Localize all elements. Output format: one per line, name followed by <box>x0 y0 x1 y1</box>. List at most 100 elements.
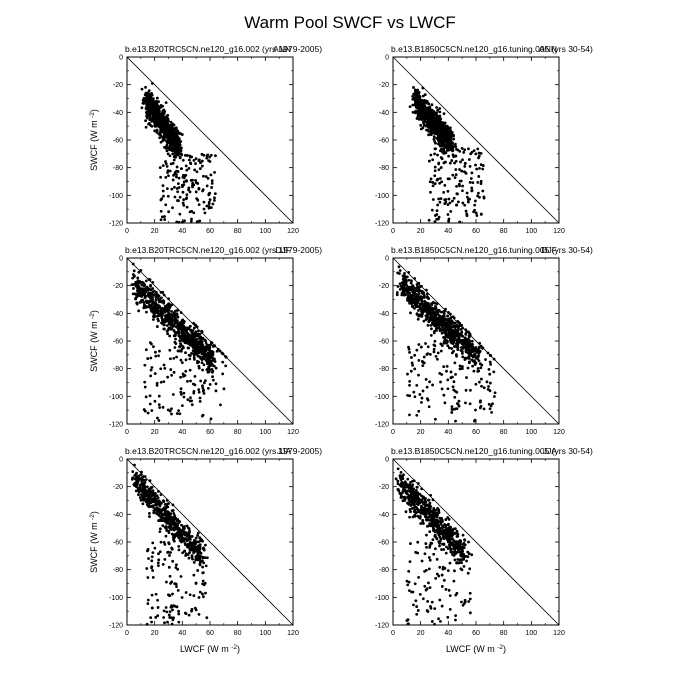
scatter-point <box>466 198 470 202</box>
scatter-point <box>150 99 153 103</box>
scatter-point <box>159 296 163 300</box>
x-tick-label: 0 <box>125 630 129 637</box>
scatter-point <box>480 363 484 367</box>
scatter-point <box>438 177 442 180</box>
scatter-point <box>416 88 419 92</box>
scatter-point <box>158 550 162 554</box>
scatter-point <box>464 401 467 405</box>
scatter-point <box>446 314 450 318</box>
scatter-point <box>149 104 152 108</box>
scatter-point <box>159 380 163 384</box>
scatter-point <box>450 405 454 408</box>
scatter-point <box>154 298 158 302</box>
scatter-point <box>137 270 141 274</box>
scatter-point <box>163 519 167 523</box>
scatter-point <box>430 327 433 331</box>
scatter-point <box>170 407 173 411</box>
scatter-point <box>221 372 225 376</box>
scatter-point <box>208 382 212 386</box>
x-tick-label: 60 <box>472 630 480 637</box>
scatter-point <box>420 314 423 318</box>
scatter-point <box>161 508 165 511</box>
scatter-point <box>146 598 150 602</box>
scatter-point <box>454 168 458 171</box>
scatter-point <box>143 484 146 487</box>
scatter-point <box>463 342 467 346</box>
scatter-point <box>472 149 476 153</box>
scatter-point <box>204 354 208 358</box>
scatter-point <box>469 344 472 347</box>
x-tick-label: 0 <box>391 228 395 235</box>
scatter-point <box>204 175 208 178</box>
scatter-point <box>204 379 207 382</box>
scatter-points <box>408 86 486 224</box>
scatter-point <box>417 291 421 295</box>
scatter-point <box>408 105 412 109</box>
scatter-point <box>460 323 464 327</box>
scatter-point <box>477 191 480 195</box>
scatter-point <box>210 182 214 185</box>
scatter-point <box>148 97 152 101</box>
scatter-point <box>213 198 216 202</box>
scatter-point <box>463 356 467 360</box>
scatter-point <box>190 399 194 403</box>
x-tick-label: 120 <box>553 630 565 637</box>
scatter-point <box>430 321 434 325</box>
scatter-point <box>459 333 463 336</box>
panel-title: b.e13.B20TRC5CN.ne120_g16.002 (yrs 1979-… <box>125 245 322 255</box>
scatter-point <box>175 142 179 146</box>
scatter-point <box>192 342 196 346</box>
scatter-point <box>194 330 198 334</box>
scatter-point <box>479 151 483 155</box>
scatter-point <box>139 299 143 302</box>
scatter-point <box>166 550 169 554</box>
scatter-point <box>429 493 433 497</box>
scatter-point <box>173 525 176 529</box>
scatter-point <box>469 388 472 392</box>
scatter-point <box>465 376 468 379</box>
scatter-point <box>420 401 423 404</box>
scatter-point <box>457 340 460 344</box>
y-tick-label: -80 <box>379 165 389 172</box>
scatter-point <box>148 479 152 483</box>
scatter-point <box>428 312 432 316</box>
scatter-point <box>427 133 430 137</box>
scatter-point <box>184 358 188 362</box>
scatter-point <box>182 395 186 399</box>
scatter-point <box>201 592 204 596</box>
scatter-point <box>202 391 206 395</box>
scatter-point <box>168 148 171 152</box>
scatter-point <box>156 561 160 565</box>
scatter-point <box>167 129 171 133</box>
scatter-point <box>186 398 190 402</box>
scatter-point <box>152 511 156 515</box>
x-tick-label: 20 <box>151 429 159 436</box>
scatter-point <box>454 173 458 177</box>
scatter-point <box>192 211 196 215</box>
scatter-point <box>417 287 421 291</box>
scatter-point <box>449 370 453 374</box>
scatter-point <box>446 203 450 207</box>
scatter-point <box>413 277 417 280</box>
scatter-point <box>156 614 160 618</box>
scatter-point <box>153 289 156 293</box>
scatter-point <box>169 551 172 554</box>
scatter-point <box>434 126 438 129</box>
scatter-point <box>478 406 482 410</box>
scatter-point <box>161 109 165 113</box>
scatter-point <box>171 592 174 596</box>
scatter-point <box>144 348 148 352</box>
x-tick-label: 80 <box>234 429 242 436</box>
scatter-point <box>140 106 144 110</box>
y-tick-label: -100 <box>375 394 389 401</box>
scatter-point <box>437 308 441 312</box>
scatter-point <box>449 143 453 147</box>
scatter-point <box>408 383 411 387</box>
panel-2: 0 20 40 60 80 100 1200-20-40-60-80-100-120b.e1… <box>375 44 593 235</box>
scatter-point <box>446 387 450 391</box>
scatter-point <box>189 396 192 400</box>
scatter-point <box>162 616 166 619</box>
scatter-point <box>435 318 439 321</box>
scatter-point <box>474 211 478 215</box>
scatter-point <box>159 198 163 202</box>
